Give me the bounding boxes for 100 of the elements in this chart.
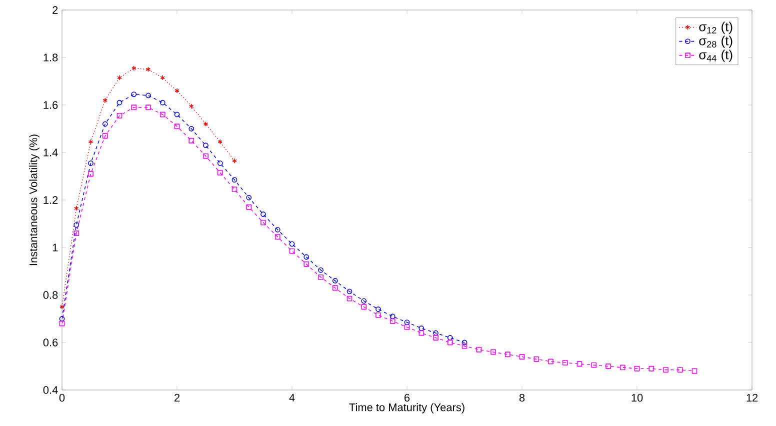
point — [304, 254, 310, 260]
point — [146, 66, 151, 72]
point — [74, 230, 80, 236]
point — [217, 160, 223, 166]
point — [60, 304, 64, 310]
x-tick-label: 4 — [289, 394, 295, 402]
point — [576, 361, 582, 367]
point — [404, 320, 410, 325]
point — [562, 360, 568, 366]
point — [116, 112, 122, 118]
point — [74, 206, 79, 211]
point — [462, 340, 468, 346]
y-tick-label: 0.4 — [43, 386, 58, 394]
point — [447, 340, 453, 346]
y-tick-label: 1.4 — [44, 148, 58, 156]
point — [232, 186, 238, 192]
point — [318, 267, 324, 273]
point — [88, 160, 94, 166]
point — [174, 112, 180, 118]
y-tick-label: 1.6 — [44, 101, 58, 109]
point — [318, 274, 324, 280]
point — [332, 278, 338, 284]
point — [218, 139, 223, 144]
point — [232, 177, 238, 182]
point — [131, 104, 137, 110]
point — [203, 142, 208, 148]
point — [203, 153, 208, 159]
point — [346, 296, 352, 302]
point — [188, 138, 194, 144]
point — [548, 358, 554, 364]
point — [274, 234, 280, 240]
point — [246, 194, 252, 200]
x-tick-label: 6 — [404, 394, 410, 402]
point — [346, 288, 352, 294]
point — [59, 316, 65, 322]
point — [146, 92, 151, 98]
x-tick-label: 10 — [632, 394, 643, 402]
point — [217, 170, 223, 176]
y-tick-label: 1.2 — [44, 196, 58, 204]
point — [677, 367, 683, 373]
point — [534, 356, 540, 362]
point — [361, 298, 367, 304]
point — [634, 366, 640, 372]
point — [433, 335, 438, 340]
legend-label: σ$_{44}$ (t) — [699, 50, 732, 62]
point — [59, 320, 65, 326]
point — [102, 121, 108, 127]
point — [663, 367, 668, 373]
y-tick-label: 1.8 — [44, 54, 58, 62]
point — [591, 362, 597, 368]
point — [361, 304, 367, 310]
point — [606, 364, 611, 369]
y-tick-label: 0.8 — [43, 291, 58, 299]
point — [648, 366, 654, 372]
point — [376, 312, 381, 318]
point — [260, 220, 266, 226]
point — [692, 368, 698, 374]
point — [131, 92, 137, 97]
point — [519, 354, 525, 360]
point — [102, 133, 108, 139]
point — [160, 100, 166, 106]
point — [504, 352, 510, 358]
x-axis-title: Time to Maturity (Years) — [349, 403, 464, 414]
point — [74, 222, 80, 228]
point — [390, 314, 396, 320]
point — [203, 121, 208, 127]
point — [232, 158, 237, 164]
legend-label: σ$_{12}$ (t) — [699, 22, 732, 34]
point — [274, 226, 280, 232]
point — [418, 330, 424, 336]
point — [620, 364, 626, 370]
point — [131, 65, 136, 71]
point — [88, 139, 94, 144]
point — [433, 330, 438, 336]
point — [146, 104, 151, 110]
x-tick-label: 12 — [746, 394, 758, 402]
point — [376, 306, 381, 312]
point — [188, 126, 194, 132]
point — [447, 335, 453, 340]
point — [289, 241, 295, 247]
y-tick-label: 0.6 — [43, 338, 58, 346]
y-tick-label: 1 — [52, 244, 58, 252]
point — [174, 124, 180, 130]
point — [289, 248, 295, 254]
point — [88, 171, 94, 177]
y-tick-label: 2 — [52, 6, 58, 14]
y-axis-title: Instantaneous Volatility (%) — [29, 134, 40, 266]
point — [160, 74, 166, 80]
point — [116, 100, 122, 106]
point — [174, 88, 180, 94]
point — [246, 204, 252, 210]
point — [260, 212, 266, 217]
x-tick-label: 8 — [519, 394, 525, 402]
point — [160, 112, 166, 118]
point — [476, 346, 482, 352]
point — [490, 349, 496, 355]
point — [332, 285, 338, 291]
legend-label: σ$_{28}$ (t) — [699, 36, 732, 48]
x-tick-label: 0 — [59, 394, 65, 402]
point — [390, 318, 396, 324]
